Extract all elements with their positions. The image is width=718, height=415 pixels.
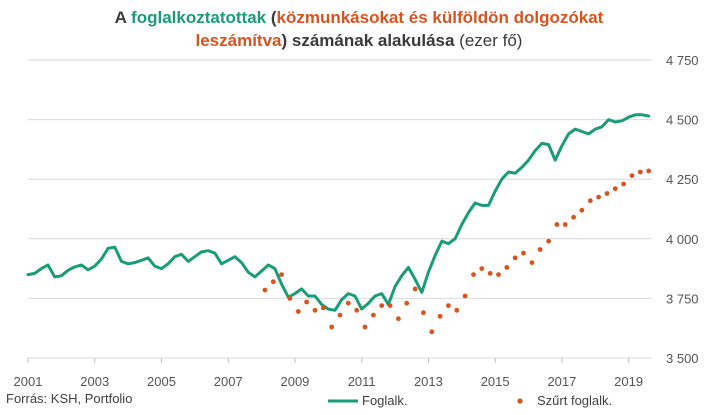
title-part-unit: (ezer fő): [454, 31, 523, 50]
data-point-szurt: [404, 300, 410, 306]
x-tick-label: 2019: [614, 374, 643, 389]
data-point-szurt: [421, 310, 426, 316]
chart-title: A foglalkoztatottak (közmunkásokat és kü…: [0, 6, 718, 52]
x-tick-label: 2003: [80, 374, 109, 389]
data-point-szurt: [371, 312, 376, 318]
x-axis-ticks: 2001 2003 2005 2007 2009 2011 2013 2015 2017 2019: [14, 358, 643, 389]
title-part-excluded: leszámítva: [195, 31, 282, 50]
data-point-szurt: [596, 194, 601, 200]
data-point-szurt: [646, 168, 652, 174]
data-point-szurt: [554, 222, 560, 227]
x-tick-label: 2005: [147, 374, 176, 389]
data-point-szurt: [604, 191, 610, 196]
legend-swatch-szurt: [517, 398, 523, 404]
data-point-szurt: [621, 181, 626, 187]
y-tick-label: 3 500: [666, 351, 699, 366]
x-tick-label: 2015: [481, 374, 510, 389]
data-point-szurt: [345, 300, 351, 306]
legend: Foglalk. Szűrt foglalk.: [328, 393, 612, 408]
data-point-szurt: [329, 324, 335, 330]
title-part-excluding: közmunkásokat és külföldön dolgozókat: [276, 8, 604, 27]
y-tick-label: 4 750: [666, 53, 699, 68]
data-point-szurt: [504, 265, 510, 270]
title-part-a: A: [114, 8, 132, 27]
data-point-szurt: [512, 255, 518, 261]
series-line-foglalk: [26, 113, 651, 312]
data-point-szurt: [521, 250, 526, 256]
data-point-szurt: [587, 198, 593, 204]
data-point-szurt: [479, 266, 485, 271]
data-point-szurt: [487, 271, 493, 276]
data-point-szurt: [546, 238, 551, 244]
title-line-1: A foglalkoztatottak (közmunkásokat és kü…: [0, 6, 718, 29]
title-part-employed: foglalkoztatottak: [131, 8, 267, 27]
y-tick-label: 4 250: [666, 172, 699, 187]
data-point-szurt: [429, 329, 435, 335]
data-point-szurt: [295, 309, 301, 314]
data-point-szurt: [496, 272, 501, 277]
data-point-szurt: [579, 207, 585, 213]
title-part-paren-open: (: [266, 8, 277, 27]
data-point-szurt: [412, 286, 418, 292]
title-part-count: ) számának alakulása: [281, 31, 455, 50]
data-point-szurt: [287, 296, 293, 301]
data-point-szurt: [571, 214, 576, 220]
data-point-szurt: [454, 307, 460, 313]
data-point-szurt: [629, 173, 635, 179]
data-point-szurt: [320, 305, 326, 311]
series-layer: [26, 113, 652, 335]
gridlines: [28, 59, 652, 359]
source-note: Forrás: KSH, Portfolio: [6, 391, 133, 406]
title-line-2: leszámítva) számának alakulása (ezer fő): [0, 29, 718, 52]
data-point-szurt: [270, 279, 276, 285]
data-point-szurt: [362, 324, 368, 330]
data-point-szurt: [304, 299, 309, 305]
data-point-szurt: [471, 272, 476, 277]
x-tick-label: 2009: [280, 374, 309, 389]
x-tick-label: 2007: [214, 374, 243, 389]
data-point-szurt: [312, 307, 318, 313]
data-point-szurt: [612, 186, 618, 192]
y-tick-label: 4 500: [666, 113, 699, 128]
data-point-szurt: [637, 169, 643, 175]
data-point-szurt: [446, 303, 451, 308]
data-point-szurt: [537, 247, 543, 252]
y-tick-label: 4 000: [666, 232, 699, 247]
data-point-szurt: [354, 307, 360, 313]
data-point-szurt: [262, 287, 268, 293]
x-tick-label: 2011: [348, 374, 376, 389]
data-point-szurt: [529, 260, 535, 265]
y-axis-ticks: 3 500 3 750 4 000 4 250 4 500 4 750: [666, 53, 699, 366]
data-point-szurt: [562, 222, 568, 227]
data-point-szurt: [379, 303, 385, 308]
data-point-szurt: [437, 313, 443, 319]
data-point-szurt: [387, 303, 393, 308]
y-tick-label: 3 750: [666, 291, 699, 306]
legend-label-foglalk: Foglalk.: [362, 393, 408, 408]
data-point-szurt: [462, 293, 468, 299]
x-tick-label: 2001: [14, 374, 43, 389]
data-point-szurt: [279, 272, 284, 277]
x-tick-label: 2013: [414, 374, 443, 389]
legend-label-szurt: Szűrt foglalk.: [537, 393, 612, 408]
x-tick-label: 2017: [547, 374, 576, 389]
data-point-szurt: [337, 312, 343, 318]
data-point-szurt: [396, 316, 401, 322]
